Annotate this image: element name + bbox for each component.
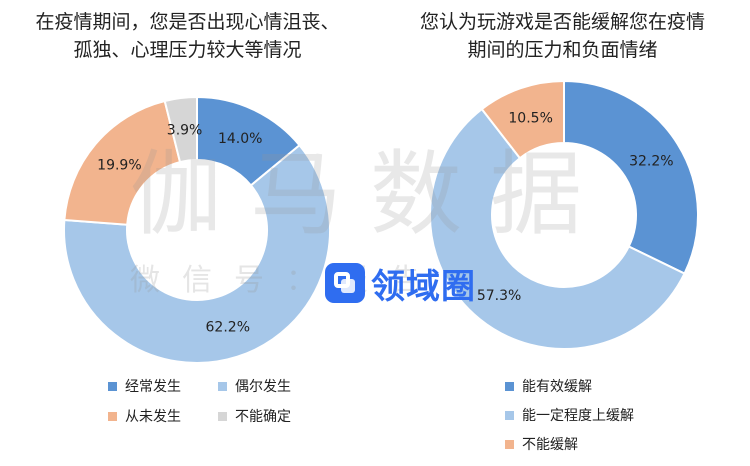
data-label-3: 19.9%: [97, 158, 141, 174]
chart-panel-right: 您认为玩游戏是否能缓解您在疫情 期间的压力和负面情绪 32.2% 57.3% 10.…: [375, 0, 750, 466]
chart-title-right: 您认为玩游戏是否能缓解您在疫情 期间的压力和负面情绪: [375, 8, 750, 64]
logo-text: 领域圈: [371, 266, 476, 307]
legend-swatch: [108, 411, 117, 421]
chart-title-right-line1: 您认为玩游戏是否能缓解您在疫情: [419, 11, 705, 33]
donut-slice-3: [480, 79, 565, 160]
data-label-4: 3.9%: [167, 122, 203, 138]
chart-title-left-line2: 孤独、心理压力较大等情况: [73, 39, 302, 61]
donut-slice-2: [63, 143, 331, 364]
data-label-3: 10.5%: [508, 111, 552, 127]
donut-slice-3: [63, 99, 182, 226]
donut-slice-2: [429, 107, 686, 350]
legend-item: 偶尔发生: [218, 376, 291, 396]
data-label-1: 14.0%: [218, 131, 262, 147]
legend-label: 能有效缓解: [522, 379, 592, 395]
chart-title-left-line1: 在疫情期间，您是否出现心情沮丧、: [35, 11, 340, 33]
chart-title-left: 在疫情期间，您是否出现心情沮丧、 孤独、心理压力较大等情况: [0, 8, 375, 64]
chart-panel-left: 在疫情期间，您是否出现心情沮丧、 孤独、心理压力较大等情况 14.0% 62.2%…: [0, 8, 375, 426]
legend-label: 能一定程度上缓解: [522, 408, 634, 424]
logo-mark-icon: [325, 263, 365, 303]
legend-swatch: [505, 381, 514, 391]
legend-swatch: [505, 439, 514, 449]
legend-item: 能一定程度上缓解: [505, 405, 634, 425]
logo: 领域圈: [325, 258, 476, 308]
data-label-1: 32.2%: [629, 153, 673, 169]
legend-label: 从未发生: [125, 409, 181, 425]
legend-item: 从未发生: [108, 406, 181, 426]
legend-item: 不能确定: [218, 406, 291, 426]
data-label-2: 57.3%: [477, 288, 521, 304]
data-label-2: 62.2%: [206, 320, 250, 336]
legend-swatch: [505, 410, 514, 420]
donut-slice-1: [563, 79, 699, 275]
chart-title-right-line2: 期间的压力和负面情绪: [467, 39, 658, 61]
legend-label: 经常发生: [125, 379, 181, 395]
legend-item: 经常发生: [108, 376, 181, 396]
legend-label: 偶尔发生: [235, 379, 291, 395]
legend-swatch: [108, 381, 117, 391]
legend-item: 不能缓解: [505, 434, 578, 454]
legend-swatch: [218, 381, 227, 391]
donut-chart-right: 32.2% 57.3% 10.5%: [429, 79, 699, 350]
donut-chart-left: 14.0% 62.2% 19.9% 3.9%: [63, 95, 331, 364]
legend-label: 不能缓解: [522, 437, 578, 453]
donut-slice-4: [163, 95, 198, 164]
legend-swatch: [218, 411, 227, 421]
legend-label: 不能确定: [235, 409, 291, 425]
legend-item: 能有效缓解: [505, 376, 592, 396]
